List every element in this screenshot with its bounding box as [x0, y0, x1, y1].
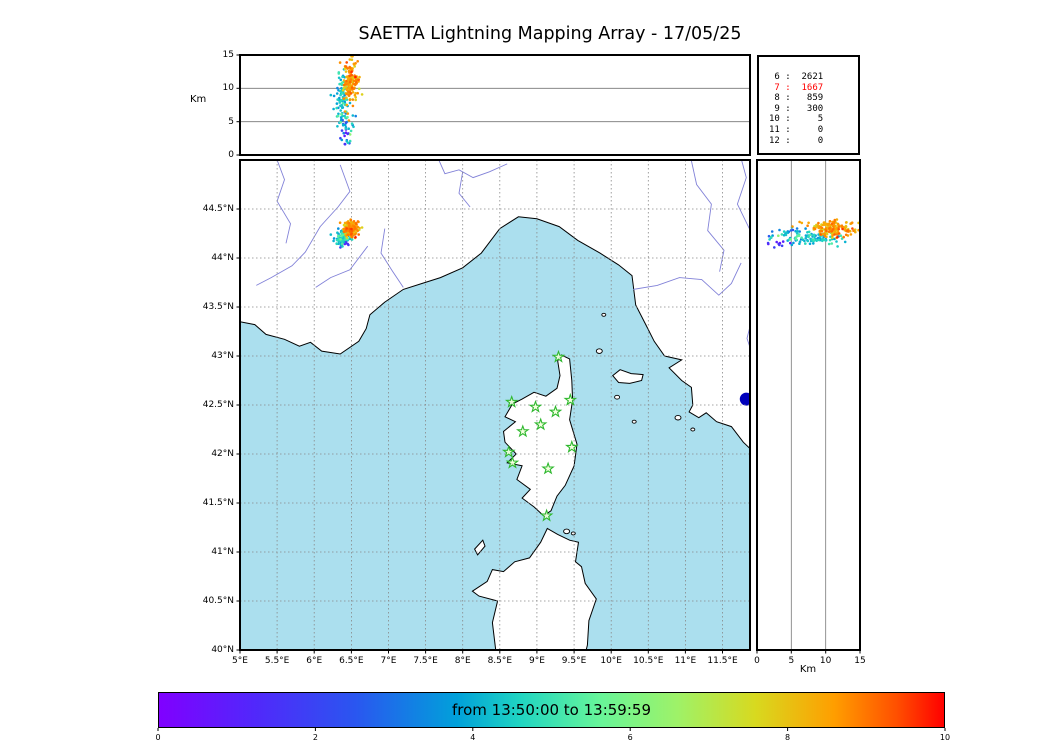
islet: [614, 394, 621, 400]
islet: [690, 427, 696, 432]
islet: [674, 414, 682, 421]
station-star-icon: [541, 461, 555, 475]
station-star-icon: [505, 455, 520, 469]
station-star-icon: [501, 444, 516, 458]
altitude-axis-label-top: Km: [190, 94, 207, 105]
top-altitude-panel: [240, 55, 750, 155]
lightning-scatter-altitude-lon: [329, 55, 364, 146]
station-star-icon: [515, 424, 530, 438]
stats-row-9: 9 : 300: [769, 103, 824, 114]
stats-row-10: 10 : 5: [769, 114, 824, 125]
coast-sardinia: [471, 527, 597, 650]
river: [256, 164, 351, 286]
map-panel: [240, 160, 750, 650]
islet: [631, 419, 637, 424]
station-star-icon: [548, 404, 563, 418]
top-panel-border: [239, 54, 751, 156]
colorbar: from 13:50:00 to 13:59:59: [158, 692, 945, 728]
river: [458, 171, 471, 208]
river: [380, 228, 404, 288]
right-altitude-panel: [757, 160, 860, 650]
colorbar-label: from 13:50:00 to 13:59:59: [451, 701, 651, 719]
map-gridlines: [240, 160, 750, 650]
islet: [563, 528, 571, 535]
station-star-icon: [539, 508, 554, 522]
lightning-scatter-map: [329, 218, 364, 249]
stats-row-12: 12 : 0: [769, 135, 824, 146]
stats-row-8: 8 : 859: [769, 93, 824, 104]
stats-row-6: 6 : 2621: [769, 72, 824, 82]
lake-marker: [739, 392, 750, 406]
lightning-scatter-altitude-lat: [766, 218, 860, 249]
altitude-axis-label-right: Km: [799, 664, 817, 675]
right-panel-border: [756, 159, 861, 651]
coast-mainland: [240, 160, 750, 450]
river: [690, 160, 725, 272]
station-markers: [501, 349, 579, 522]
island-elba: [611, 369, 644, 384]
island-asinara: [473, 539, 486, 556]
river: [315, 245, 369, 288]
stats-row-11: 11 : 0: [769, 124, 824, 135]
islet: [570, 531, 576, 536]
tick-marks: [157, 54, 946, 731]
islet: [595, 348, 603, 354]
river: [438, 160, 508, 179]
station-star-icon: [528, 399, 543, 413]
islet: [601, 312, 607, 317]
page-title: SAETTA Lightning Mapping Array - 17/05/2…: [358, 24, 742, 44]
coast-corsica: [502, 354, 578, 517]
station-star-icon: [533, 417, 548, 431]
station-star-icon: [564, 439, 579, 453]
river: [736, 160, 750, 229]
station-star-icon: [551, 349, 566, 363]
stats-row-7: 7 : 1667: [769, 82, 824, 93]
station-star-icon: [563, 392, 578, 406]
river: [633, 262, 742, 296]
station-star-icon: [504, 394, 519, 408]
